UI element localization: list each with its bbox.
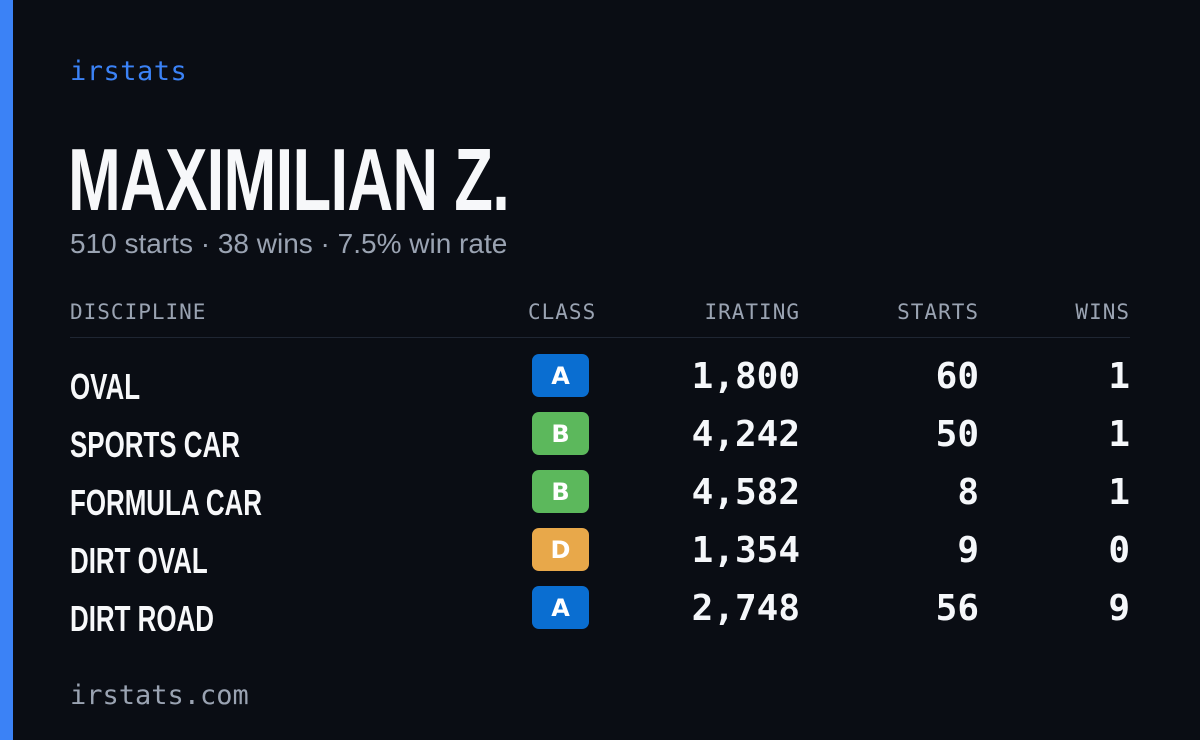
accent-bar [0,0,13,740]
table-row: OVAL A 1,800 60 1 [70,354,1130,412]
driver-summary: 510 starts · 38 wins · 7.5% win rate [70,228,508,259]
wins-value: 1 [1108,472,1130,513]
discipline-name: FORMULA CAR [70,482,262,523]
header-class: CLASS [528,300,597,324]
table-row: FORMULA CAR B 4,582 8 1 [70,470,1130,528]
starts-value: 9 [957,530,979,571]
irating-value: 4,242 [691,414,800,455]
discipline-name: DIRT OVAL [70,540,208,581]
wins-value: 1 [1108,414,1130,455]
wins-value: 0 [1108,530,1130,571]
driver-name: MAXIMILIAN Z. [68,130,510,229]
discipline-name: SPORTS CAR [70,424,240,465]
discipline-name: DIRT ROAD [70,598,214,639]
header-starts: STARTS [897,300,979,324]
starts-value: 8 [957,472,979,513]
wins-value: 1 [1108,356,1130,397]
irating-value: 2,748 [691,588,800,629]
starts-value: 60 [935,356,979,397]
footer-url: irstats.com [70,680,249,711]
brand-logo: irstats [70,56,188,87]
table-row: SPORTS CAR B 4,242 50 1 [70,412,1130,470]
header-irating: IRATING [704,300,800,324]
starts-value: 56 [935,588,979,629]
starts-value: 50 [935,414,979,455]
class-badge: A [532,354,589,397]
table-row: DIRT OVAL D 1,354 9 0 [70,528,1130,586]
table-body: OVAL A 1,800 60 1 SPORTS CAR B 4,242 50 … [70,354,1130,644]
class-badge: B [532,470,589,513]
table-header: DISCIPLINE CLASS IRATING STARTS WINS [70,296,1130,338]
irating-value: 1,354 [691,530,800,571]
irating-value: 1,800 [691,356,800,397]
irating-value: 4,582 [691,472,800,513]
table-row: DIRT ROAD A 2,748 56 9 [70,586,1130,644]
class-badge: B [532,412,589,455]
class-badge: D [532,528,589,571]
class-badge: A [532,586,589,629]
stats-table: DISCIPLINE CLASS IRATING STARTS WINS OVA… [70,296,1130,644]
header-discipline: DISCIPLINE [70,300,207,324]
wins-value: 9 [1108,588,1130,629]
header-wins: WINS [1075,300,1130,324]
discipline-name: OVAL [70,366,141,407]
